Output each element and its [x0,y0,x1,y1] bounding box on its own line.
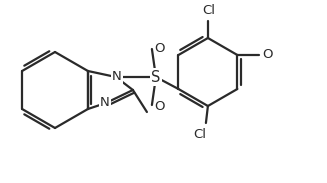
Text: O: O [155,42,165,55]
Text: O: O [155,100,165,113]
Text: N: N [100,96,110,109]
Text: S: S [151,70,161,85]
Text: N: N [112,70,122,83]
Text: Cl: Cl [193,128,206,141]
Text: Cl: Cl [202,3,215,16]
Text: O: O [262,48,273,61]
